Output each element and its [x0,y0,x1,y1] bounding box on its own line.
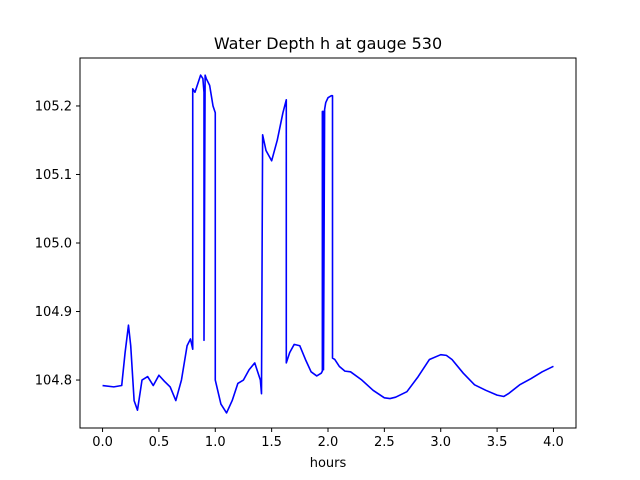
x-axis-label: hours [310,456,347,471]
y-tick-label: 104.8 [35,374,72,389]
x-tick-label: 3.0 [430,435,451,450]
y-tick-label: 105.1 [35,168,72,183]
x-tick-label: 3.5 [487,435,508,450]
chart-title: Water Depth h at gauge 530 [214,34,442,53]
x-tick-label: 4.0 [543,435,564,450]
x-tick-label: 1.0 [205,435,226,450]
y-tick-label: 105.0 [35,237,72,252]
y-axis: 104.8 104.9 105.0 105.1 105.2 [35,99,80,389]
x-tick-label: 2.5 [374,435,395,450]
x-axis: 0.0 0.5 1.0 1.5 2.0 2.5 3.0 3.5 4.0 [92,428,564,450]
x-tick-label: 0.5 [149,435,170,450]
x-tick-label: 0.0 [92,435,113,450]
x-tick-label: 1.5 [261,435,282,450]
series-line-0 [102,74,554,414]
x-tick-label: 2.0 [318,435,339,450]
y-tick-label: 104.9 [35,305,72,320]
y-tick-label: 105.2 [35,99,72,114]
